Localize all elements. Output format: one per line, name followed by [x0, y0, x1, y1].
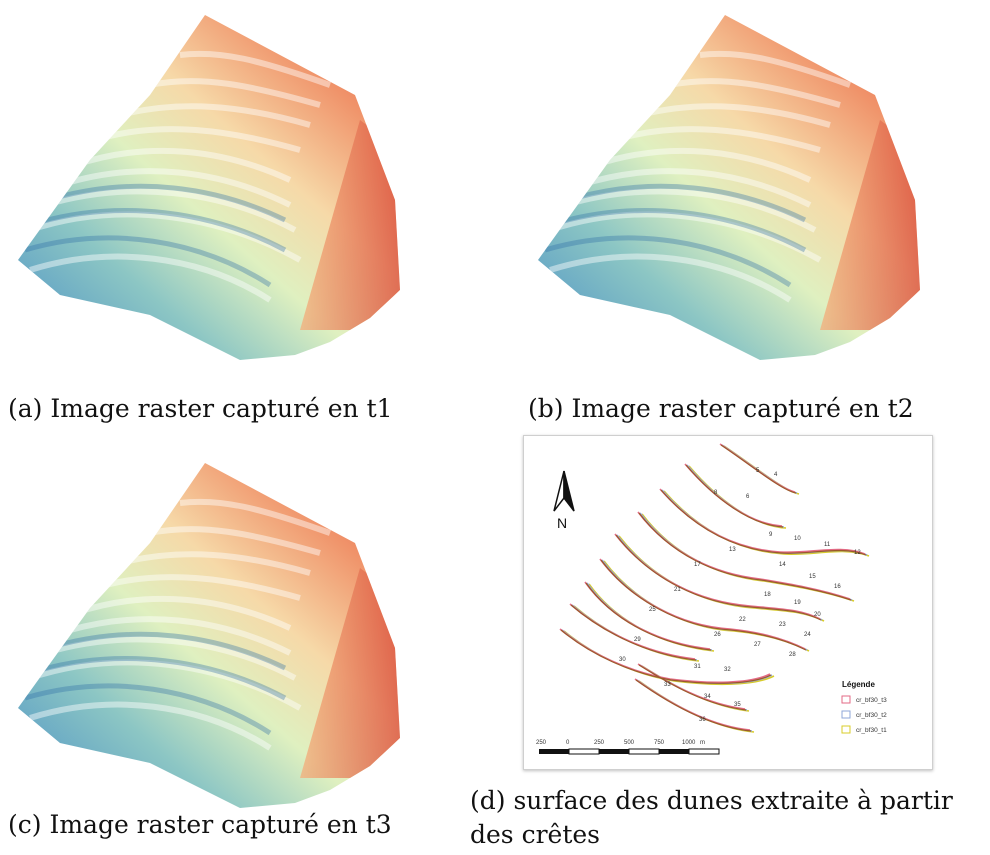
dune-number-label: 30 — [619, 657, 626, 663]
raster-image-t3 — [18, 463, 400, 808]
legend-swatch-t2 — [841, 710, 851, 719]
dune-number-label: 36 — [699, 717, 706, 723]
dune-number-label: 13 — [729, 547, 736, 553]
dune-number-labels: 5 4 8 6 9 10 11 12 13 14 15 16 17 18 19 20 21 22 23 24 25 26 2… — [619, 468, 861, 723]
crest-lines — [560, 444, 867, 732]
dune-number-label: 19 — [794, 600, 801, 606]
dune-number-label: 9 — [769, 532, 773, 538]
scale-label-3: 500 — [624, 740, 635, 746]
dune-number-label: 14 — [779, 562, 786, 568]
dune-number-label: 22 — [739, 617, 746, 623]
dune-number-label: 8 — [714, 490, 718, 496]
outlines-t2 — [561, 444, 868, 732]
dune-number-label: 24 — [804, 632, 811, 638]
outlines-t3 — [559, 443, 866, 731]
dune-number-label: 23 — [779, 622, 786, 628]
dune-number-label: 16 — [834, 584, 841, 590]
dune-number-label: 5 — [756, 468, 760, 474]
dune-number-label: 4 — [774, 472, 778, 478]
map-legend: Légende cr_bf30_t3 cr_bf30_t2 cr_bf30_t1 — [841, 680, 887, 734]
dune-number-label: 33 — [664, 682, 671, 688]
figure-c: (c) Image raster capturé en t3 — [0, 448, 420, 848]
dune-number-label: 15 — [809, 574, 816, 580]
figure-a: (a) Image raster capturé en t1 — [0, 0, 420, 423]
scale-label-0: 250 — [536, 740, 547, 746]
dune-number-label: 17 — [694, 562, 701, 568]
legend-label-t1: cr_bf30_t1 — [856, 727, 887, 734]
dune-number-label: 11 — [824, 542, 831, 548]
dune-number-label: 28 — [789, 652, 796, 658]
legend-label-t3: cr_bf30_t3 — [856, 697, 887, 704]
caption-b: (b) Image raster capturé en t2 — [528, 394, 914, 423]
dune-number-label: 18 — [764, 592, 771, 598]
dune-number-label: 35 — [734, 702, 741, 708]
dune-map-canvas: N — [536, 443, 887, 755]
legend-swatch-t1 — [841, 725, 851, 734]
scale-bar: 250 0 250 500 750 1000 m — [536, 740, 720, 755]
caption-c: (c) Image raster capturé en t3 — [8, 810, 392, 839]
caption-a: (a) Image raster capturé en t1 — [8, 394, 393, 423]
north-arrow-icon — [553, 470, 575, 512]
north-label: N — [557, 515, 567, 531]
dune-number-label: 32 — [724, 667, 731, 673]
scale-label-4: 750 — [654, 740, 665, 746]
scale-label-1: 0 — [566, 740, 570, 746]
dune-number-label: 31 — [694, 664, 701, 670]
dune-number-label: 25 — [649, 607, 656, 613]
dune-number-label: 34 — [704, 694, 711, 700]
figure-b: (b) Image raster capturé en t2 — [520, 0, 940, 423]
raster-image-t1 — [18, 15, 400, 360]
dune-surface-map: N — [523, 435, 933, 770]
dune-number-label: 27 — [754, 642, 761, 648]
dune-number-label: 6 — [746, 494, 750, 500]
outlines-t1 — [563, 445, 870, 733]
dune-number-label: 21 — [674, 587, 681, 593]
caption-d: (d) surface des dunes extraite à partir … — [470, 786, 953, 849]
legend-label-t2: cr_bf30_t2 — [856, 712, 887, 719]
scale-label-5: 1000 — [682, 740, 696, 746]
legend-title: Légende — [842, 680, 875, 689]
raster-image-t2 — [538, 15, 920, 360]
scale-label-2: 250 — [594, 740, 605, 746]
scale-label-6: m — [700, 740, 705, 746]
dune-number-label: 26 — [714, 632, 721, 638]
dune-number-label: 10 — [794, 536, 801, 542]
dune-number-label: 20 — [814, 612, 821, 618]
dune-number-label: 12 — [854, 550, 861, 556]
legend-swatch-t3 — [841, 695, 851, 704]
dune-number-label: 29 — [634, 637, 641, 643]
